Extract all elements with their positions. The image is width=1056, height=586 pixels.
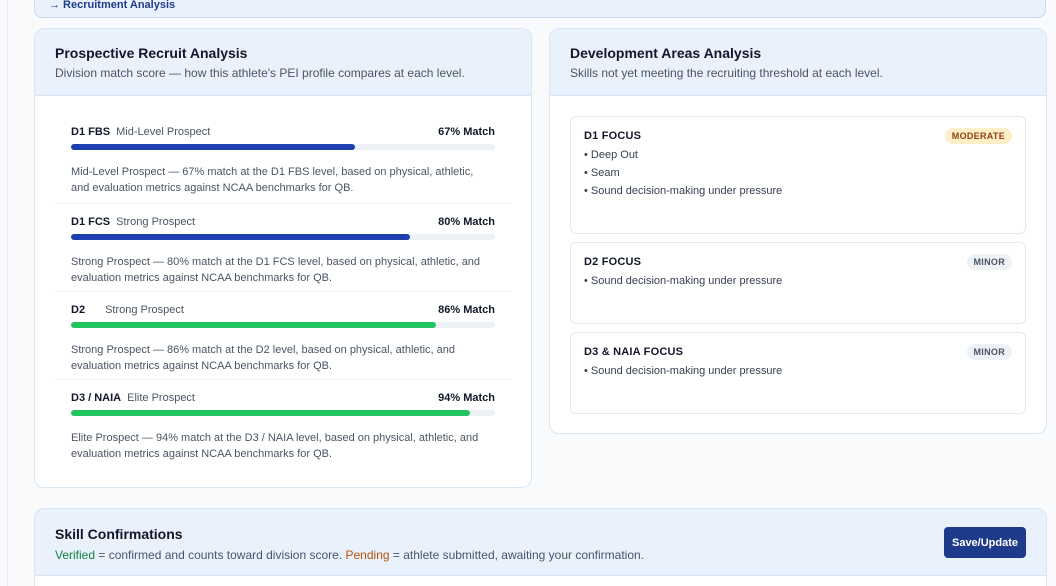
recruitment-analysis-banner: → Recruitment Analysis (34, 0, 1046, 18)
skill-confirmations-card: Skill Confirmations Verified = confirmed… (34, 508, 1047, 586)
skill-confirmations-legend: Verified = confirmed and counts toward d… (55, 548, 1026, 562)
development-areas-card: Development Areas Analysis Skills not ye… (549, 28, 1047, 434)
focus-box-d1: D1 FOCUS MODERATE • Deep Out • Seam • So… (570, 116, 1026, 234)
recruit-analysis-title: Prospective Recruit Analysis (55, 45, 248, 61)
division-level-d3-naia: D3 / NAIA Elite Prospect 94% Match Elite… (55, 380, 511, 468)
recruit-analysis-card: Prospective Recruit Analysis Division ma… (34, 28, 532, 488)
division-name: D3 / NAIA (71, 392, 122, 404)
development-areas-header: Development Areas Analysis Skills not ye… (550, 29, 1046, 96)
skill-confirmations-title: Skill Confirmations (55, 526, 183, 542)
division-level-d2: D2 Strong Prospect 86% Match Strong Pros… (55, 292, 511, 380)
pending-explanation: = athlete submitted, awaiting your confi… (389, 548, 645, 562)
focus-item: • Deep Out (584, 149, 638, 161)
match-percentage: 94% Match (438, 392, 495, 404)
match-percentage: 80% Match (438, 216, 495, 228)
division-name: D2 (71, 304, 86, 316)
skill-confirmations-header: Skill Confirmations Verified = confirmed… (35, 509, 1046, 586)
division-name: D1 FBS (71, 126, 111, 138)
match-bar-fill (71, 234, 411, 240)
focus-list: D1 FOCUS MODERATE • Deep Out • Seam • So… (550, 96, 1046, 414)
match-bar-fill (71, 322, 436, 328)
division-level-d1-fbs: D1 FBS Mid-Level Prospect 67% Match Mid-… (55, 116, 511, 204)
recruit-analysis-subtitle: Division match score — how this athlete'… (55, 66, 465, 80)
development-areas-title: Development Areas Analysis (570, 45, 762, 61)
prospect-tier: Strong Prospect (116, 216, 195, 228)
match-bar-track (71, 410, 495, 416)
focus-item: • Sound decision-making under pressure (584, 275, 783, 287)
development-areas-subtitle: Skills not yet meeting the recruiting th… (570, 66, 883, 80)
focus-title: D3 & NAIA FOCUS (584, 346, 684, 358)
save-update-button[interactable]: Save/Update (944, 527, 1026, 558)
verified-explanation: = confirmed and counts toward division s… (95, 548, 346, 562)
match-description: Mid-Level Prospect — 67% match at the D1… (71, 166, 474, 194)
match-description: Elite Prospect — 94% match at the D3 / N… (71, 432, 479, 460)
recruitment-analysis-link[interactable]: → Recruitment Analysis (49, 0, 176, 11)
focus-item: • Sound decision-making under pressure (584, 365, 783, 377)
severity-badge: MINOR (966, 254, 1012, 270)
match-percentage: 86% Match (438, 304, 495, 316)
prospect-tier: Strong Prospect (105, 304, 184, 316)
division-level-list: D1 FBS Mid-Level Prospect 67% Match Mid-… (35, 96, 531, 468)
focus-box-d3-naia: D3 & NAIA FOCUS MINOR • Sound decision-m… (570, 332, 1026, 414)
match-bar-fill (71, 410, 470, 416)
verified-label: Verified (55, 548, 96, 562)
focus-title: D1 FOCUS (584, 130, 642, 142)
prospect-tier: Mid-Level Prospect (116, 126, 211, 138)
match-description: Strong Prospect — 80% match at the D1 FC… (71, 256, 481, 284)
focus-item: • Sound decision-making under pressure (584, 185, 783, 197)
pending-label: Pending (345, 548, 390, 562)
division-name: D1 FCS (71, 216, 111, 228)
focus-item: • Seam (584, 167, 620, 179)
recruit-analysis-header: Prospective Recruit Analysis Division ma… (35, 29, 531, 96)
match-bar-track (71, 234, 495, 240)
match-bar-fill (71, 144, 356, 150)
match-description: Strong Prospect — 86% match at the D2 le… (71, 344, 455, 372)
focus-title: D2 FOCUS (584, 256, 642, 268)
division-level-d1-fcs: D1 FCS Strong Prospect 80% Match Strong … (55, 204, 511, 292)
match-bar-track (71, 144, 495, 150)
prospect-tier: Elite Prospect (127, 392, 195, 404)
severity-badge: MODERATE (944, 128, 1012, 144)
skill-confirmations-body (35, 575, 1046, 586)
match-percentage: 67% Match (438, 126, 495, 138)
page-left-rule (7, 0, 8, 586)
severity-badge: MINOR (966, 344, 1012, 360)
match-bar-track (71, 322, 495, 328)
focus-box-d2: D2 FOCUS MINOR • Sound decision-making u… (570, 242, 1026, 324)
